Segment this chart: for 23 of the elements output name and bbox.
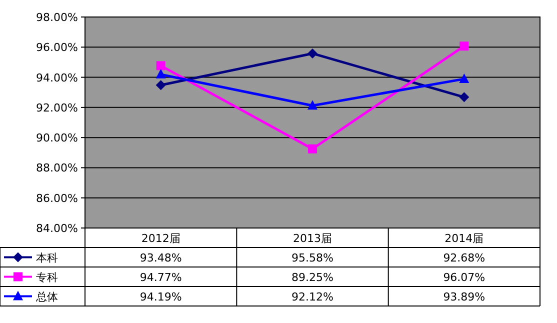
data-label: 92.68% bbox=[443, 251, 486, 264]
y-tick-label: 90.00% bbox=[36, 132, 78, 145]
y-tick-label: 98.00% bbox=[36, 11, 78, 24]
data-label: 95.58% bbox=[292, 251, 334, 264]
x-tick-label: 2012届 bbox=[141, 232, 180, 245]
legend-label: 总体 bbox=[35, 290, 58, 304]
data-label: 92.12% bbox=[292, 290, 334, 304]
data-label: 94.19% bbox=[140, 290, 182, 304]
y-tick-label: 96.00% bbox=[36, 41, 78, 54]
data-label: 89.25% bbox=[292, 270, 334, 284]
x-tick-label: 2014届 bbox=[444, 232, 484, 245]
y-tick-label: 88.00% bbox=[36, 162, 78, 175]
data-label: 96.07% bbox=[443, 270, 486, 284]
y-tick-label: 86.00% bbox=[36, 192, 78, 205]
y-tick-label: 84.00% bbox=[36, 222, 78, 235]
data-label: 93.48% bbox=[140, 251, 182, 264]
legend-label: 本科 bbox=[36, 251, 58, 264]
data-label: 93.89% bbox=[443, 290, 486, 304]
y-tick-label: 92.00% bbox=[36, 101, 78, 114]
data-label: 94.77% bbox=[140, 270, 182, 284]
x-tick-label: 2013届 bbox=[293, 232, 332, 245]
y-tick-label: 94.00% bbox=[36, 71, 78, 84]
legend-label: 专科 bbox=[36, 270, 58, 284]
